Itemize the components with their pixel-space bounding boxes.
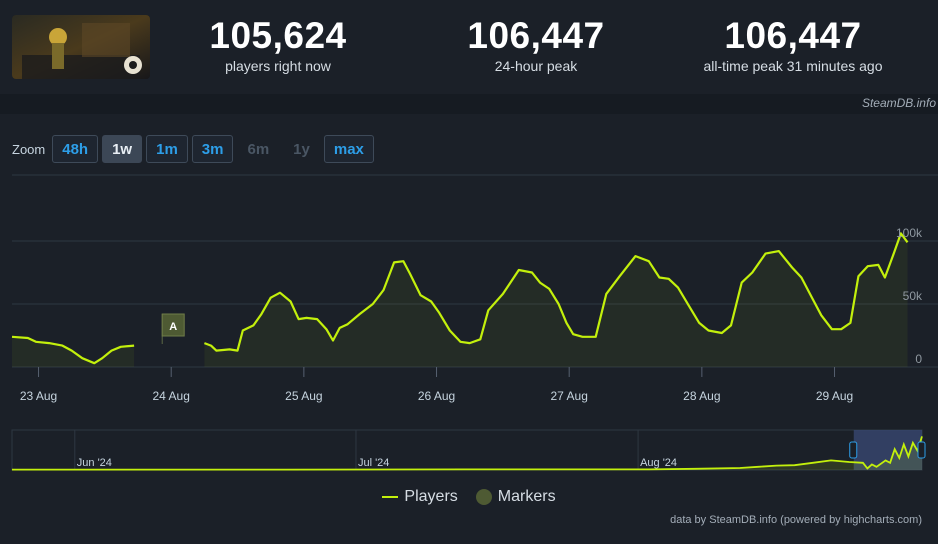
players-series-layer [11, 232, 909, 367]
legend-item-markers[interactable]: Markers [475, 488, 556, 506]
x-tick-label: 24 Aug [153, 389, 190, 403]
chart-legend: Players Markers [0, 488, 938, 506]
y-tick-label: 100k [896, 226, 923, 240]
navigator-frame [11, 429, 923, 471]
current-players-label: players right now [225, 58, 331, 74]
zoom-48h-button[interactable]: 48h [52, 135, 99, 163]
y-tick-label: 0 [915, 352, 922, 366]
x-axis-labels: 23 Aug 24 Aug 25 Aug 26 Aug 27 Aug 28 Aug 29 A… [20, 367, 853, 403]
x-tick-label: 28 Aug [683, 389, 720, 403]
player-count-chart[interactable]: A 0 50k 100k 23 Aug 24 Aug 25 Aug 26 Aug 27 Au… [0, 170, 938, 480]
brand-label: SteamDB.info [861, 96, 936, 110]
chart-credits[interactable]: data by SteamDB.info (powered by highcha… [670, 514, 922, 526]
zoom-3m-button[interactable]: 3m [191, 135, 234, 163]
peak-24h-label: 24-hour peak [494, 58, 578, 74]
navigator-label: Jun '24 [77, 457, 112, 469]
all-time-peak-value: 106,447 [724, 15, 862, 56]
current-players-value: 105,624 [209, 15, 347, 56]
x-tick-label: 25 Aug [285, 389, 322, 403]
zoom-1w-button[interactable]: 1w [102, 135, 143, 163]
all-time-peak-label: all-time peak 31 minutes ago [703, 58, 883, 74]
x-tick-label: 23 Aug [20, 389, 57, 403]
markers-layer: A [161, 313, 185, 344]
x-tick-label: 27 Aug [551, 389, 588, 403]
zoom-6m-button: 6m [247, 140, 270, 158]
y-tick-label: 50k [903, 289, 923, 303]
chart-grid [12, 174, 938, 368]
players-series-line [204, 232, 909, 352]
players-legend-swatch [382, 496, 399, 498]
stat-all-time-peak: 106,447 all-time peak 31 minutes ago [673, 14, 913, 76]
navigator-series-area [12, 436, 922, 470]
markers-legend-swatch [475, 489, 492, 505]
navigator: Jun '24 Jul '24 Aug '24 [11, 429, 926, 471]
zoom-1y-button: 1y [293, 140, 310, 158]
x-tick-label: 26 Aug [418, 389, 455, 403]
navigator-label: Aug '24 [640, 457, 677, 469]
peak-24h-value: 106,447 [467, 15, 605, 56]
zoom-controls: Zoom 48h 1w 1m 3m 6m 1y max [12, 135, 378, 163]
markers-legend-label: Markers [497, 488, 556, 505]
players-series-line [11, 335, 135, 365]
players-legend-label: Players [404, 488, 458, 505]
game-thumbnail[interactable] [12, 15, 150, 79]
stat-current: 105,624 players right now [158, 14, 398, 76]
navigator-handle [849, 441, 858, 459]
y-axis-labels: 0 50k 100k [896, 226, 923, 366]
navigator-series-line [12, 436, 923, 471]
marker-flag [161, 313, 185, 337]
game-thumbnail-image [12, 15, 150, 79]
legend-item-players[interactable]: Players [382, 488, 458, 506]
navigator-label: Jul '24 [358, 457, 389, 469]
navigator-handle [917, 441, 926, 459]
zoom-label: Zoom [12, 141, 46, 157]
zoom-max-button[interactable]: max [323, 135, 374, 163]
marker-label: A [169, 321, 177, 333]
zoom-1m-button[interactable]: 1m [146, 135, 188, 163]
brand-bar: SteamDB.info [0, 94, 938, 114]
x-tick-label: 29 Aug [816, 389, 853, 403]
stats-header: 105,624 players right now 106,447 24-hou… [0, 0, 938, 94]
stat-24h-peak: 106,447 24-hour peak [416, 14, 656, 76]
